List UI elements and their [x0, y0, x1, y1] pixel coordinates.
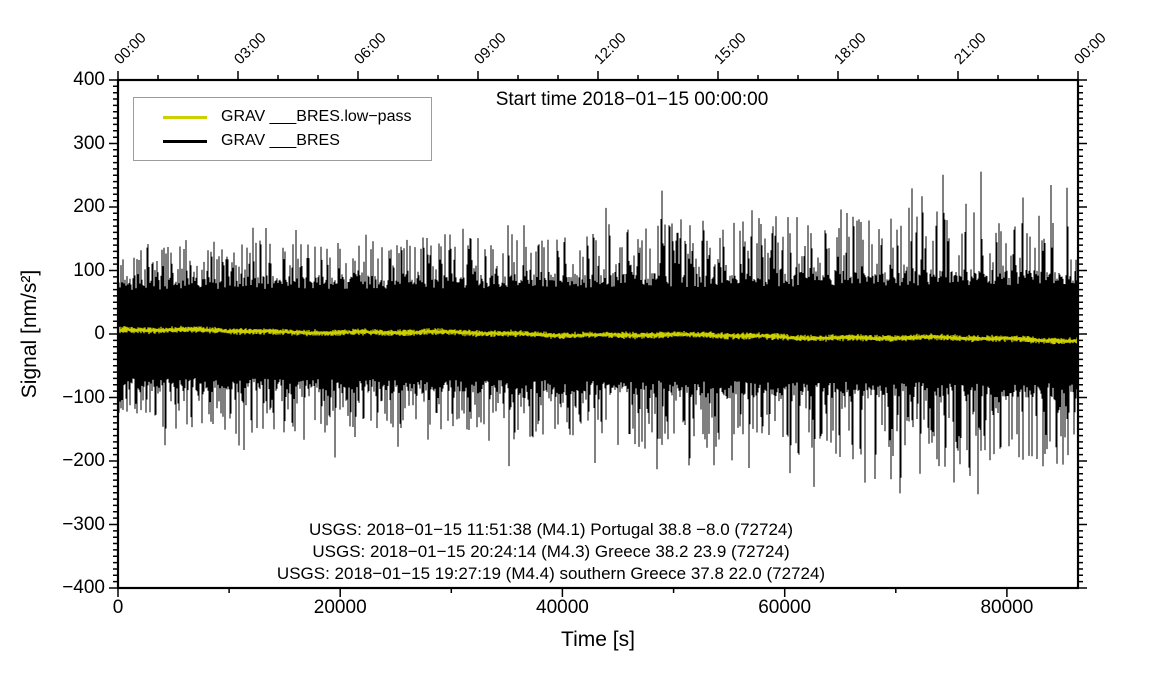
raw-signal-trace — [117, 171, 1079, 495]
usgs-event-line: USGS: 2018−01−15 20:24:14 (M4.3) Greece … — [312, 542, 790, 561]
legend-item-lowpass: GRAV ___BRES.low−pass — [134, 108, 431, 126]
y-tick-label: 100 — [73, 259, 105, 281]
axis-ticks — [109, 71, 1087, 597]
x-tick-label: 0 — [112, 597, 124, 618]
y-tick-label: 0 — [94, 323, 105, 344]
plot-frame — [116, 78, 1080, 590]
y-tick-label: 300 — [73, 132, 105, 154]
raw-line-swatch — [163, 139, 207, 143]
legend-item-label: GRAV ___BRES — [221, 132, 340, 149]
legend-item-raw: GRAV ___BRES — [134, 132, 431, 150]
chart-title: Start time 2018−01−15 00:00:00 — [495, 89, 769, 110]
y-tick-label: −100 — [62, 386, 105, 408]
x-tick-label: 20000 — [313, 597, 367, 618]
x-tick-label: 60000 — [758, 597, 812, 618]
usgs-event-line: USGS: 2018−01−15 19:27:19 (M4.4) souther… — [276, 564, 826, 583]
lowpass-line-swatch — [163, 115, 207, 119]
y-tick-label: −400 — [62, 577, 105, 598]
y-tick-label: 200 — [73, 196, 105, 217]
y-tick-label: 400 — [73, 69, 105, 90]
y-tick-label: −200 — [62, 450, 105, 471]
x-axis-title: Time [s] — [561, 628, 635, 651]
earthquake-annotations: USGS: 2018−01−15 11:51:38 (M4.1) Portuga… — [71, 519, 1031, 585]
x-tick-label: 40000 — [536, 597, 589, 618]
legend-box: GRAV ___BRES.low−pass GRAV ___BRES — [133, 97, 432, 161]
legend-item-label: GRAV ___BRES.low−pass — [221, 108, 412, 125]
x-tick-label: 80000 — [980, 597, 1034, 618]
y-tick-label: −300 — [62, 513, 105, 535]
usgs-event-line: USGS: 2018−01−15 11:51:38 (M4.1) Portuga… — [308, 520, 794, 539]
